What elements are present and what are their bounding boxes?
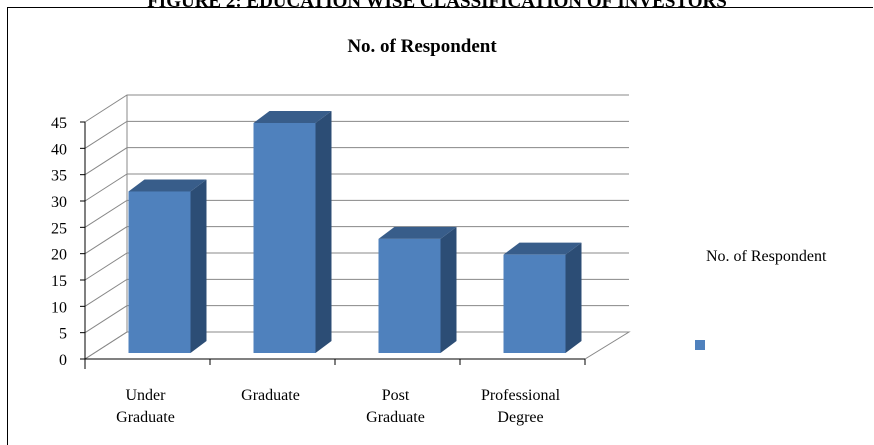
bar-front bbox=[503, 254, 566, 353]
y-tick-label: 0 bbox=[59, 352, 67, 369]
bar bbox=[128, 179, 207, 353]
gridline bbox=[84, 305, 629, 334]
gridline bbox=[84, 147, 629, 176]
bar-side bbox=[190, 179, 207, 353]
gridline bbox=[84, 226, 629, 255]
y-tick-label: 25 bbox=[51, 220, 67, 237]
chart-title: No. of Respondent bbox=[347, 36, 497, 57]
x-tick-label: Graduate bbox=[116, 409, 175, 426]
chart-frame bbox=[7, 7, 873, 445]
gridline bbox=[84, 120, 629, 149]
bar-side bbox=[440, 226, 457, 353]
gridline bbox=[84, 252, 629, 281]
legend-label: No. of Respondent bbox=[706, 248, 827, 265]
gridline bbox=[84, 199, 629, 228]
y-tick-label: 45 bbox=[51, 115, 67, 132]
x-axis-labels: Under Graduate Graduate Post Graduate Profess… bbox=[84, 358, 586, 426]
bar-top bbox=[253, 111, 332, 123]
bars bbox=[128, 111, 582, 353]
bar bbox=[378, 226, 457, 353]
x-tick-label: Post bbox=[382, 387, 410, 404]
figure-caption: FIGURE 2: EDUCATION WISE CLASSIFICATION … bbox=[147, 0, 727, 12]
gridline bbox=[84, 173, 629, 202]
y-tick-label: 15 bbox=[51, 273, 67, 290]
gridline bbox=[84, 331, 629, 360]
x-tick-label: Degree bbox=[497, 409, 543, 426]
legend-swatch bbox=[695, 340, 705, 350]
x-tick-label: Professional bbox=[481, 387, 561, 404]
gridlines bbox=[84, 94, 629, 360]
bar-top bbox=[503, 242, 582, 255]
y-tick-label: 5 bbox=[59, 326, 67, 343]
y-tick-label: 10 bbox=[51, 299, 67, 316]
y-tick-label: 20 bbox=[51, 247, 67, 264]
y-tick-label: 40 bbox=[51, 141, 67, 158]
bar-side bbox=[315, 111, 332, 353]
gridline bbox=[84, 278, 629, 307]
x-tick-label: Under bbox=[126, 387, 167, 404]
y-axis: 0 5 10 15 20 25 30 35 40 45 bbox=[51, 115, 86, 369]
bar-front bbox=[253, 123, 316, 353]
bar bbox=[253, 111, 332, 353]
bar bbox=[503, 242, 582, 353]
bar-top bbox=[128, 179, 207, 192]
gridline bbox=[84, 94, 629, 123]
bar-top bbox=[378, 226, 457, 239]
bar-side bbox=[565, 242, 582, 353]
x-tick-label: Graduate bbox=[366, 409, 425, 426]
bar-front bbox=[128, 191, 191, 353]
bar-front bbox=[378, 238, 441, 353]
y-tick-label: 30 bbox=[51, 194, 67, 211]
x-tick-label: Graduate bbox=[241, 387, 300, 404]
y-tick-label: 35 bbox=[51, 168, 67, 185]
